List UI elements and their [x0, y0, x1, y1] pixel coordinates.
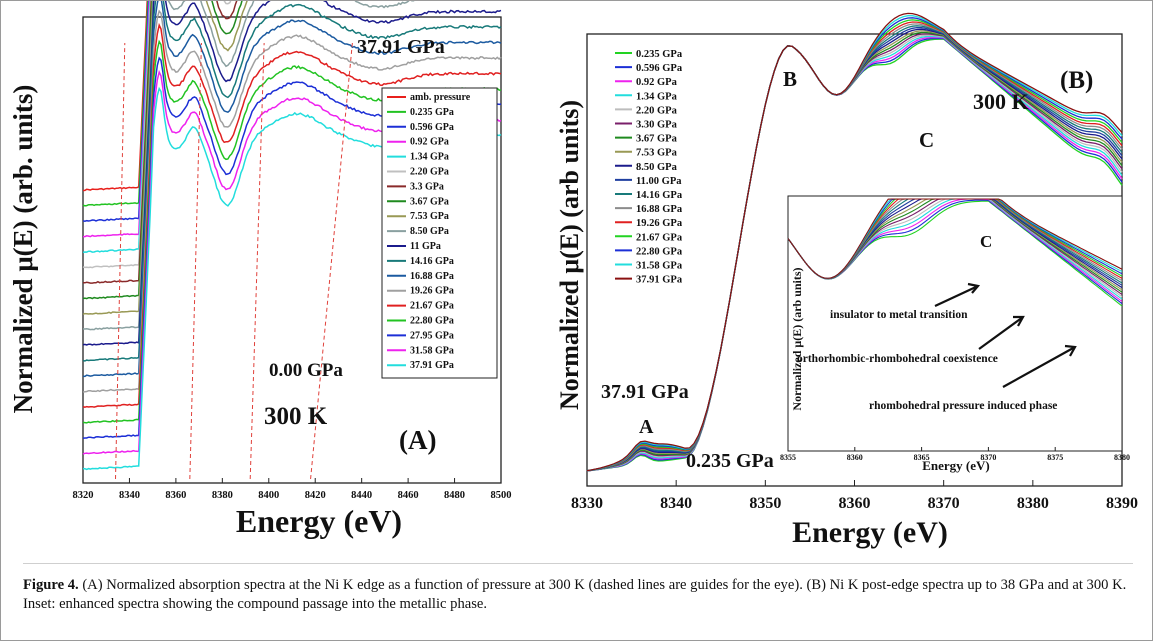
panel-b-x-tick-label: 8340 [660, 495, 692, 512]
legend-label: 16.88 GPa [636, 204, 683, 215]
legend-label: 1.34 GPa [410, 152, 449, 163]
legend-label: 11 GPa [410, 241, 441, 252]
legend-label: 21.67 GPa [636, 232, 683, 243]
inset-x-tick-label: 8355 [780, 453, 796, 462]
panel-b-xlabel: Energy (eV) [792, 516, 948, 549]
panel-b-feature-a: A [639, 416, 654, 438]
panel-b-legend: 0.235 GPa 0.596 GPa 0.92 GPa 1.34 GPa 2.20 G… [615, 49, 683, 286]
panel-b-x-tick-label: 8370 [928, 495, 960, 512]
panel-a-x-tick-label: 8480 [444, 490, 465, 501]
panel-b-x-tick-label: 8360 [839, 495, 871, 512]
legend-label: 3.67 GPa [410, 196, 449, 207]
panel-a-ylabel: Normalized μ(E) (arb. units) [8, 85, 38, 414]
legend-label: 8.50 GPa [410, 226, 449, 237]
inset-ylabel: Normalized μ(E) (arb units) [790, 267, 804, 410]
legend-label: 21.67 GPa [410, 301, 454, 312]
panel-a-x-tick-label: 8440 [351, 490, 372, 501]
panel-b-feature-b: B [783, 67, 797, 91]
caption-label: Figure 4. [23, 577, 79, 593]
legend-label: 3.30 GPa [636, 120, 678, 131]
panel-b-feature-c: C [919, 128, 934, 152]
legend-label: 2.20 GPa [410, 167, 449, 178]
panel-a-label: (A) [399, 425, 436, 455]
panel-a-x-tick-label: 8380 [212, 490, 233, 501]
legend-label: 0.596 GPa [410, 122, 454, 133]
panel-b-ylabel: Normalized μ(E) (arb units) [555, 100, 584, 410]
inset-annotation-3: rhombohedral pressure induced phase [869, 400, 1057, 412]
panel-a-guide-line [250, 43, 264, 479]
legend-label: 7.53 GPa [636, 148, 678, 159]
legend-label: 14.16 GPa [410, 256, 454, 267]
legend-label: 16.88 GPa [410, 271, 454, 282]
legend-label: 0.92 GPa [636, 77, 678, 88]
panel-a-x-tick-label: 8320 [73, 490, 94, 501]
panel-a-guide-line [190, 43, 202, 479]
panel-a-x-tick-label: 8420 [305, 490, 326, 501]
panel-a-x-ticks: 8320 8340 8360 8380 8400 8420 8440 8460 8480 8500 [73, 478, 512, 501]
panel-b-temperature-label: 300 K [973, 89, 1029, 114]
inset-annotation-1: insulator to metal transition [830, 309, 968, 321]
inset-xlabel: Energy (eV) [922, 458, 990, 473]
legend-label: 0.235 GPa [410, 107, 454, 118]
legend-label: 19.26 GPa [410, 286, 454, 297]
legend-label: 8.50 GPa [636, 162, 678, 173]
legend-label: 37.91 GPa [410, 360, 454, 371]
panel-b-high-pressure-label: 37.91 GPa [601, 381, 689, 403]
panel-a-x-tick-label: 8400 [258, 490, 279, 501]
panel-a-xlabel: Energy (eV) [236, 503, 402, 539]
legend-label: 2.20 GPa [636, 105, 678, 116]
legend-label: 37.91 GPa [636, 275, 683, 286]
panel-b-low-pressure-label: 0.235 GPa [686, 450, 774, 472]
panel-a-temperature-label: 300 K [264, 403, 328, 430]
legend-label: 1.34 GPa [636, 91, 678, 102]
caption-divider [23, 563, 1133, 564]
legend-label: 27.95 GPa [410, 330, 454, 341]
panel-a-x-tick-label: 8460 [398, 490, 419, 501]
panel-a-top-pressure-label: 37.91 GPa [357, 36, 445, 58]
panel-b-x-tick-label: 8330 [571, 495, 603, 512]
legend-label: 3.67 GPa [636, 134, 678, 145]
panel-b-inset: 8355 8360 8365 8370 8375 8380 Normalized μ(E)… [780, 196, 1130, 473]
panel-a-chart: Normalized μ(E) (arb. units) Energy (eV)… [1, 1, 541, 561]
panel-a-guide-line [116, 43, 125, 479]
figure-caption: Figure 4. (A) Normalized absorption spec… [23, 576, 1133, 614]
legend-label: 0.235 GPa [636, 49, 683, 60]
legend-label: 31.58 GPa [410, 345, 454, 356]
panel-b-x-ticks: 8330 8340 8350 8360 8370 8380 8390 [571, 480, 1138, 512]
legend-label: amb. pressure [410, 92, 471, 103]
legend-label: 19.26 GPa [636, 218, 683, 229]
legend-label: 14.16 GPa [636, 190, 683, 201]
panel-a-x-tick-label: 8340 [119, 490, 140, 501]
panel-a-x-tick-label: 8500 [491, 490, 512, 501]
panel-b-chart: Normalized μ(E) (arb units) Energy (eV) … [541, 1, 1141, 561]
legend-label: 11.00 GPa [636, 176, 682, 187]
panel-a-x-tick-label: 8360 [165, 490, 186, 501]
panel-b-x-tick-label: 8380 [1017, 495, 1049, 512]
panel-a-bottom-pressure-label: 0.00 GPa [269, 360, 343, 381]
inset-x-tick-label: 8380 [1114, 453, 1130, 462]
panel-b-x-tick-label: 8350 [749, 495, 781, 512]
legend-label: 22.80 GPa [636, 246, 683, 257]
panel-b-label: (B) [1060, 67, 1093, 94]
legend-label: 0.92 GPa [410, 137, 449, 148]
caption-text: (A) Normalized absorption spectra at the… [23, 577, 1126, 612]
panel-b-x-tick-label: 8390 [1106, 495, 1138, 512]
panel-a-legend: amb. pressure 0.235 GPa 0.596 GPa 0.92 GPa 1… [382, 88, 497, 378]
inset-x-tick-label: 8375 [1047, 453, 1063, 462]
legend-label: 3.3 GPa [410, 181, 444, 192]
legend-label: 7.53 GPa [410, 211, 449, 222]
legend-label: 0.596 GPa [636, 63, 683, 74]
inset-x-tick-label: 8360 [847, 453, 863, 462]
legend-label: 22.80 GPa [410, 316, 454, 327]
inset-annotation-2: orthorhombic-rhombohedral coexistence [797, 353, 998, 365]
inset-feature-c: C [980, 232, 992, 251]
legend-label: 31.58 GPa [636, 261, 683, 272]
